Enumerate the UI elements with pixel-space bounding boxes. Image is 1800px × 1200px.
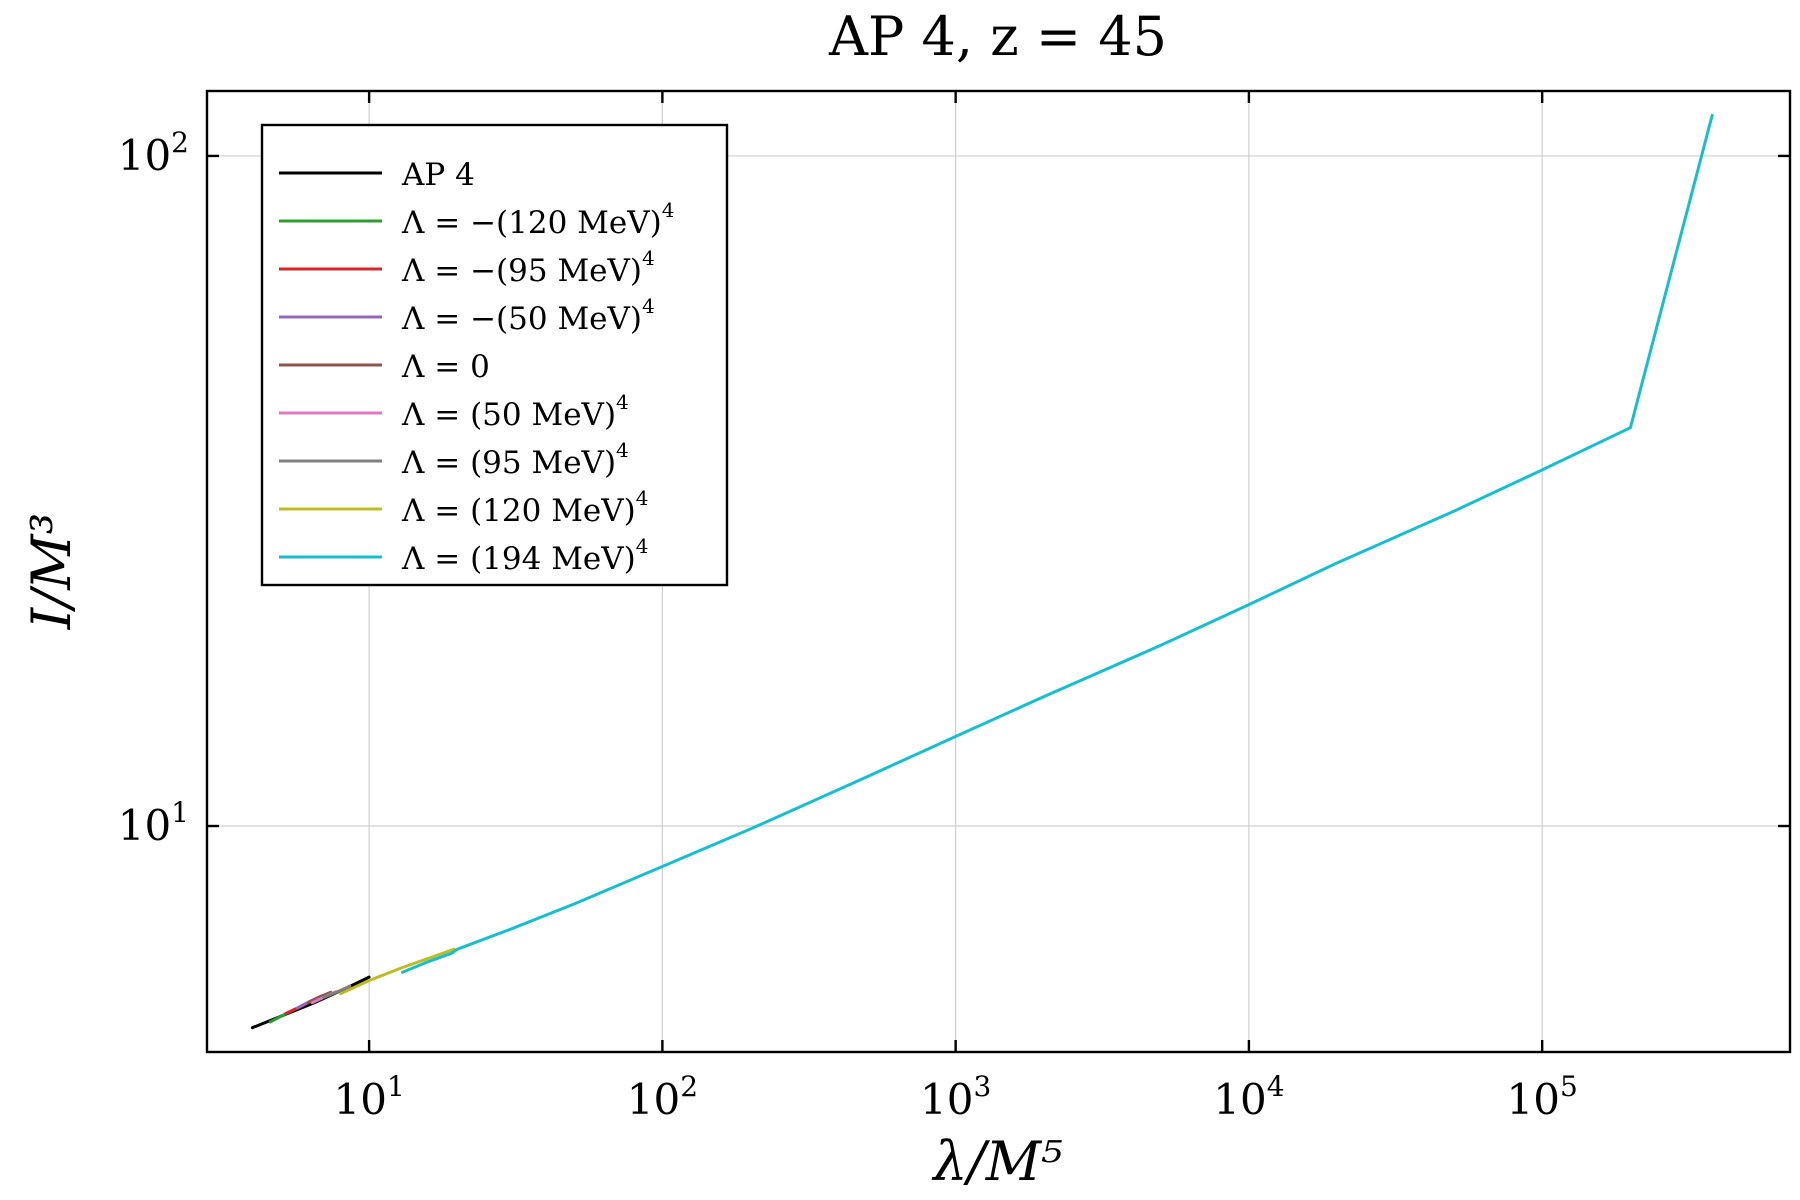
y-axis-label: I/M³ [20, 513, 83, 630]
x-tick-label: 105 [1507, 1070, 1578, 1124]
x-tick-exponent: 2 [680, 1070, 698, 1103]
legend-label: Λ = 0 [401, 349, 490, 385]
legend-label: AP 4 [401, 157, 475, 193]
series-line-7 [339, 947, 456, 996]
legend-label-superscript: 4 [636, 534, 649, 558]
series-line-8 [401, 113, 1714, 974]
legend-label-superscript: 4 [636, 486, 649, 510]
plot-frame [205, 89, 1792, 1054]
x-tick-exponent: 1 [387, 1070, 405, 1103]
legend-label-main: Λ = −(120 MeV) [401, 205, 662, 241]
x-tick-exponent: 3 [973, 1070, 991, 1103]
legend-label-main: Λ = −(95 MeV) [401, 253, 642, 289]
legend-label-superscript: 4 [616, 438, 629, 462]
legend-label-main: Λ = −(50 MeV) [401, 301, 642, 337]
x-tick-exponent: 4 [1267, 1070, 1285, 1103]
legend-label-main: AP 4 [401, 157, 475, 193]
legend-label: Λ = −(50 MeV)4 [401, 294, 655, 337]
x-tick-label: 101 [333, 1070, 404, 1124]
x-tick-base: 10 [1213, 1075, 1266, 1124]
legend-label-main: Λ = (95 MeV) [401, 445, 616, 481]
legend-label-main: Λ = (120 MeV) [401, 493, 636, 529]
x-tick-label: 103 [920, 1070, 991, 1124]
legend-label: Λ = (50 MeV)4 [401, 390, 629, 433]
legend-label: Λ = (194 MeV)4 [401, 534, 649, 577]
x-tick-base: 10 [1507, 1075, 1560, 1124]
legend-label-main: Λ = (194 MeV) [401, 541, 636, 577]
x-tick-label: 102 [627, 1070, 698, 1124]
legend-label: Λ = (120 MeV)4 [401, 486, 649, 529]
legend-label: Λ = (95 MeV)4 [401, 438, 629, 481]
legend: AP 4Λ = −(120 MeV)4Λ = −(95 MeV)4Λ = −(5… [260, 123, 729, 587]
legend-label-superscript: 4 [662, 198, 675, 222]
y-tick-base: 10 [118, 801, 171, 850]
chart-title: AP 4, z = 45 [828, 5, 1167, 68]
series-group [250, 113, 1714, 1030]
y-tick-base: 10 [118, 131, 171, 180]
x-tick-label: 104 [1213, 1070, 1284, 1124]
legend-label-superscript: 4 [642, 246, 655, 270]
legend-label-main: Λ = 0 [401, 349, 490, 385]
series-line-4 [306, 990, 333, 1005]
y-tick-label: 101 [118, 796, 189, 850]
legend-label-superscript: 4 [616, 390, 629, 414]
series-line-6 [322, 984, 352, 999]
legend-label-superscript: 4 [642, 294, 655, 318]
x-tick-base: 10 [627, 1075, 680, 1124]
x-tick-base: 10 [333, 1075, 386, 1124]
x-tick-base: 10 [920, 1075, 973, 1124]
y-tick-exponent: 1 [171, 796, 189, 829]
legend-label: Λ = −(120 MeV)4 [401, 198, 674, 241]
x-axis-label: λ/M⁵ [931, 1130, 1062, 1193]
y-tick-exponent: 2 [171, 126, 189, 159]
legend-label: Λ = −(95 MeV)4 [401, 246, 655, 289]
y-tick-label: 102 [118, 126, 189, 180]
legend-label-main: Λ = (50 MeV) [401, 397, 616, 433]
x-tick-exponent: 5 [1560, 1070, 1578, 1103]
